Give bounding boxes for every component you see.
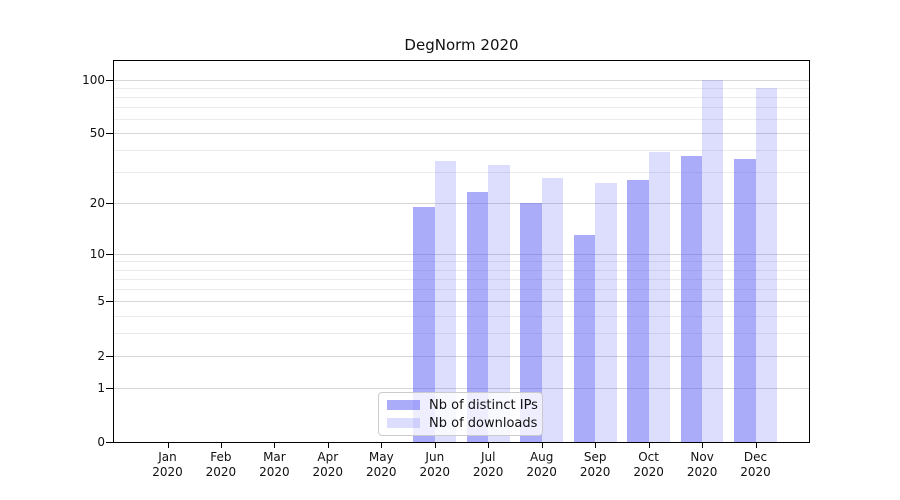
grid-line-major-100 <box>114 79 809 81</box>
y-axis-tick-label-0: 0 <box>97 435 105 449</box>
bar-downloads-jul-2020 <box>488 165 510 442</box>
bar-downloads-aug-2020 <box>541 177 564 442</box>
bar-distinct-ips-jun-2020 <box>413 206 435 442</box>
bar-distinct-ips-oct-2020 <box>627 180 649 442</box>
grid-line-major-10 <box>114 253 809 255</box>
x-axis-tick-mark-apr <box>327 443 329 448</box>
y-axis-tick-mark-2 <box>106 355 113 357</box>
grid-line-minor-90 <box>114 87 809 89</box>
bar-distinct-ips-nov-2020 <box>680 156 703 442</box>
legend-item-downloads: Nb of downloads <box>387 415 538 431</box>
y-axis-tick-label-100: 100 <box>82 72 105 87</box>
x-axis-label-jul-2020: Jul 2020 <box>472 450 504 479</box>
y-axis-tick-label-1: 1 <box>97 380 105 395</box>
y-axis-tick-mark-1 <box>106 387 113 389</box>
legend-swatch-downloads <box>387 418 420 428</box>
x-axis-tick-mark-jan <box>167 443 169 448</box>
x-axis-label-mar-2020: Mar 2020 <box>259 450 290 479</box>
y-axis-tick-mark-50 <box>106 133 113 135</box>
legend: Nb of distinct IPs Nb of downloads <box>378 392 543 436</box>
bar-downloads-oct-2020 <box>648 152 670 442</box>
x-axis-label-apr-2020: Apr 2020 <box>312 450 344 479</box>
y-axis-tick-mark-20 <box>106 202 113 204</box>
x-axis-tick-mark-feb <box>220 443 222 448</box>
legend-item-distinct-ips: Nb of distinct IPs <box>387 398 538 413</box>
bar-downloads-jun-2020 <box>434 160 457 442</box>
y-axis-tick-mark-5 <box>106 301 113 303</box>
x-axis-label-feb-2020: Feb 2020 <box>205 450 237 479</box>
x-axis-tick-mark-sep <box>595 443 597 448</box>
y-axis-tick-mark-100 <box>106 79 113 81</box>
x-axis-tick-mark-nov <box>702 443 704 448</box>
y-axis-tick-label-50: 50 <box>89 126 105 141</box>
grid-line-minor-30 <box>114 172 809 174</box>
chart-title: DegNorm 2020 <box>404 36 519 54</box>
x-axis-label-may-2020: May 2020 <box>366 450 397 479</box>
x-axis-label-dec-2020: Dec 2020 <box>740 450 771 479</box>
x-axis-tick-mark-jul <box>488 443 490 448</box>
grid-line-major-50 <box>114 133 809 135</box>
grid-line-major-20 <box>114 202 809 204</box>
x-axis-label-nov-2020: Nov 2020 <box>686 450 718 479</box>
x-axis-tick-mark-may <box>381 443 383 448</box>
grid-line-minor-7 <box>114 278 809 280</box>
grid-line-major-1 <box>114 387 809 389</box>
y-axis-tick-label-5: 5 <box>97 294 105 309</box>
y-axis-tick-mark-0 <box>106 442 113 443</box>
x-axis-label-sep-2020: Sep 2020 <box>579 450 611 479</box>
y-axis-tick-label-2: 2 <box>97 348 105 363</box>
x-axis-label-aug-2020: Aug 2020 <box>526 450 557 479</box>
bar-distinct-ips-aug-2020 <box>520 202 542 442</box>
bar-distinct-ips-sep-2020 <box>573 234 596 442</box>
x-axis-tick-mark-aug <box>541 443 543 448</box>
plot-area: Nb of distinct IPs Nb of downloads <box>113 60 810 443</box>
grid-line-major-5 <box>114 301 809 303</box>
grid-line-minor-4 <box>114 315 809 317</box>
grid-line-minor-6 <box>114 289 809 291</box>
grid-line-minor-9 <box>114 261 809 263</box>
legend-label-downloads: Nb of downloads <box>429 415 538 431</box>
bar-distinct-ips-dec-2020 <box>734 158 756 442</box>
grid-line-minor-3 <box>114 333 809 335</box>
grid-line-major-2 <box>114 355 809 357</box>
x-axis-tick-mark-jun <box>434 443 436 448</box>
x-axis-tick-mark-oct <box>648 443 650 448</box>
x-axis-tick-mark-dec <box>755 443 757 448</box>
y-axis-tick-label-10: 10 <box>89 246 105 261</box>
x-axis-label-oct-2020: Oct 2020 <box>633 450 664 479</box>
x-axis-label-jun-2020: Jun 2020 <box>419 450 451 479</box>
bar-downloads-nov-2020 <box>702 79 724 442</box>
x-axis-label-jan-2020: Jan 2020 <box>152 450 183 479</box>
grid-line-minor-40 <box>114 150 809 152</box>
y-axis-tick-mark-10 <box>106 253 113 255</box>
grid-line-minor-8 <box>114 269 809 271</box>
grid-line-minor-60 <box>114 119 809 121</box>
y-axis-tick-label-20: 20 <box>89 195 105 210</box>
bar-downloads-sep-2020 <box>595 183 617 442</box>
bar-downloads-dec-2020 <box>755 87 777 442</box>
legend-label-distinct-ips: Nb of distinct IPs <box>429 397 538 413</box>
legend-swatch-distinct-ips <box>387 400 420 410</box>
grid-line-minor-80 <box>114 96 809 98</box>
grid-line-minor-70 <box>114 107 809 109</box>
bar-distinct-ips-jul-2020 <box>466 192 489 442</box>
x-axis-tick-mark-mar <box>274 443 276 448</box>
